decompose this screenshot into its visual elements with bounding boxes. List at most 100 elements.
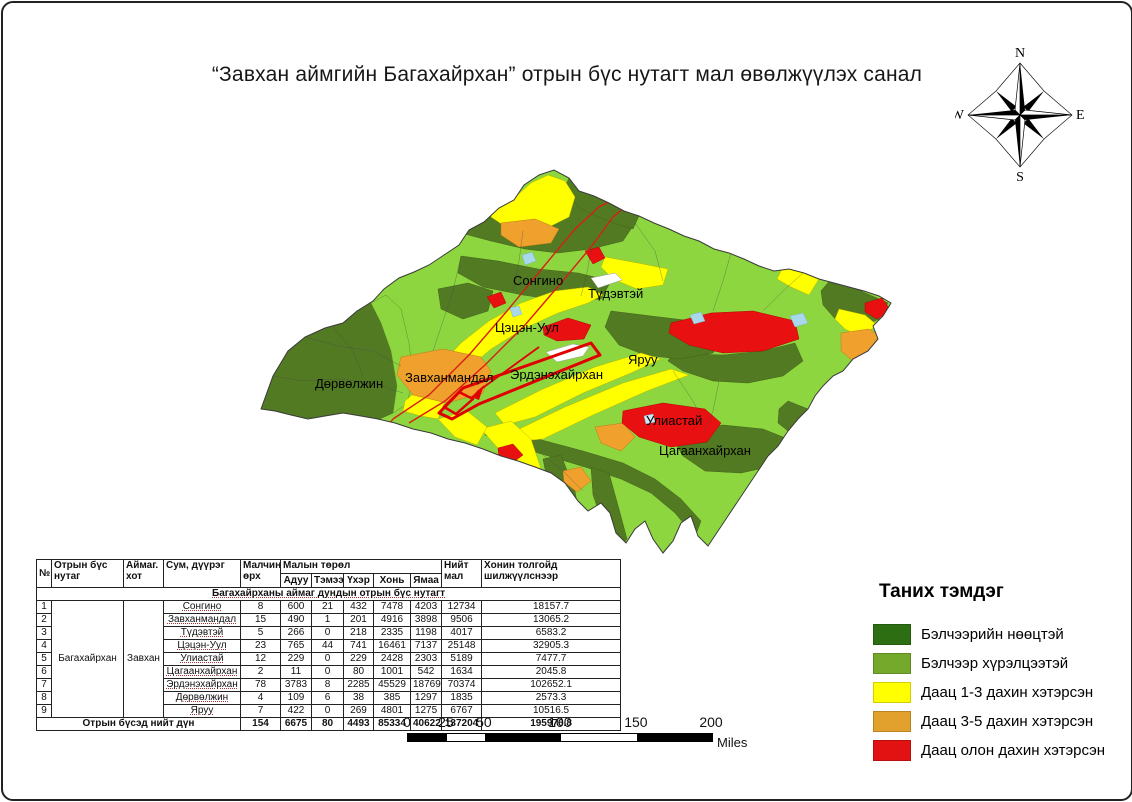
cell-total: 70374	[441, 678, 483, 692]
sum-name-cell: Дөрвөлжин	[163, 691, 241, 705]
aimag-boundary	[260, 169, 892, 554]
map-label: Цагаанхайрхан	[659, 443, 751, 458]
cell-horse: 11	[280, 665, 312, 679]
cell-camel: 0	[311, 626, 344, 640]
cell-cattle: 218	[343, 626, 374, 640]
legend-color-chip	[873, 681, 911, 703]
legend-item-label: Бэлчээрийн нөөцтэй	[921, 625, 1064, 643]
cell-camel: 0	[311, 704, 344, 718]
scale-bar: 0 25 50 100 150 200 Miles	[403, 714, 767, 754]
cell-no: 4	[36, 639, 52, 653]
scale-bar-segment	[484, 734, 561, 741]
scale-tick-label: 25	[438, 714, 454, 730]
map-label: Цэцэн-Уул	[495, 320, 559, 335]
cell-sheep: 4916	[373, 613, 411, 627]
table-row: 3 Түдэвтэй 5 266 0 218 2335 1198 4017 6583.2	[36, 626, 622, 640]
compass-rose-icon: N E S W	[951, 46, 1085, 185]
cell-goat: 3898	[409, 613, 443, 627]
map-label: Завханмандал	[405, 370, 494, 385]
table-section-title: Багахайрханы аймаг дундын отрын бүс нута…	[35, 587, 622, 601]
scale-bar-ticks: 0 25 50 100 150 200	[403, 714, 723, 733]
scale-bar-strip	[407, 733, 713, 742]
col-sheep-eq: Хонин толгойд шилжүүлснээр	[481, 559, 622, 588]
legend-title: Таних тэмдэг	[879, 581, 1004, 602]
scale-bar-unit: Miles	[717, 735, 748, 750]
legend-item: Даац 3-5 дахин хэтэрсэн	[873, 710, 1125, 732]
col-livestock-group: Малын төрөл	[279, 559, 443, 574]
table-row: 1 Багахайрхан Завхан Сонгино 8 600 21 432 7478 42…	[36, 600, 622, 718]
cell-total: 5189	[441, 652, 483, 666]
cell-no: 9	[36, 704, 52, 718]
col-sheep: Хонь	[373, 573, 411, 588]
col-sum: Сум, дүүрэг	[163, 559, 241, 588]
scale-bar-segment	[408, 734, 447, 741]
legend-items: Бэлчээрийн нөөцтэй Бэлчээр хүрэлцээтэй Даа…	[873, 623, 1125, 761]
table-row: 7 Эрдэнэхайрхан 78 3783 8 2285 45529 18769 70374…	[36, 678, 622, 692]
cell-cattle: 269	[343, 704, 374, 718]
cell-no: 8	[36, 691, 52, 705]
table-row: 4 Цэцэн-Уул 23 765 44 741 16461 7137 25148 32905.…	[36, 639, 622, 653]
total-goat: 40622	[409, 717, 443, 731]
cell-total: 1835	[441, 691, 483, 705]
cell-goat: 7137	[409, 639, 443, 653]
cell-sheep_eq: 18157.7	[481, 600, 622, 614]
cell-herders: 23	[240, 639, 281, 653]
cell-herders: 4	[240, 691, 281, 705]
cell-cattle: 38	[343, 691, 374, 705]
cell-camel: 8	[311, 678, 344, 692]
map-label: Сонгино	[513, 273, 564, 288]
cell-no: 7	[36, 678, 52, 692]
cell-sheep: 385	[373, 691, 411, 705]
cell-total: 12734	[441, 600, 483, 614]
compass-south-label: S	[1016, 170, 1024, 185]
compass-north-label: N	[1015, 46, 1025, 61]
legend-item: Даац 1-3 дахин хэтэрсэн	[873, 681, 1125, 703]
sum-name-cell: Түдэвтэй	[163, 626, 241, 640]
cell-goat: 2303	[409, 652, 443, 666]
region-cell: Багахайрхан	[51, 600, 124, 718]
col-goat: Ямаа	[409, 573, 443, 588]
cell-sheep: 7478	[373, 600, 411, 614]
legend-color-chip	[873, 623, 911, 645]
cell-herders: 78	[240, 678, 281, 692]
cell-sheep: 2335	[373, 626, 411, 640]
cell-total: 25148	[441, 639, 483, 653]
cell-sheep_eq: 2045.8	[481, 665, 622, 679]
cell-horse: 422	[280, 704, 312, 718]
cell-no: 5	[36, 652, 52, 666]
sum-name-cell: Улиастай	[163, 652, 241, 666]
col-horse: Адуу	[280, 573, 312, 588]
legend-color-chip	[873, 739, 911, 761]
cell-camel: 44	[311, 639, 344, 653]
col-total: Нийт мал	[441, 559, 483, 588]
scale-bar-segment	[636, 734, 712, 741]
table-body: 1 Багахайрхан Завхан Сонгино 8 600 21 432 7478 42…	[36, 600, 622, 718]
cell-herders: 2	[240, 665, 281, 679]
legend-item: Даац олон дахин хэтэрсэн	[873, 739, 1125, 761]
col-camel: Тэмээ	[311, 573, 344, 588]
cell-sheep: 2428	[373, 652, 411, 666]
cell-sheep: 45529	[373, 678, 411, 692]
legend-item: Бэлчээр хүрэлцээтэй	[873, 652, 1125, 674]
map-canvas	[260, 169, 892, 554]
total-herders: 154	[240, 717, 281, 731]
cell-camel: 0	[311, 652, 344, 666]
sum-name-cell: Цэцэн-Уул	[163, 639, 241, 653]
cell-camel: 21	[311, 600, 344, 614]
cell-sheep_eq: 6583.2	[481, 626, 622, 640]
sum-name-cell: Яруу	[163, 704, 241, 718]
legend-item-label: Бэлчээр хүрэлцээтэй	[921, 654, 1069, 672]
map-label: Эрдэнэхайрхан	[510, 367, 603, 382]
cell-camel: 0	[311, 665, 344, 679]
cell-sheep_eq: 13065.2	[481, 613, 622, 627]
soum-borders	[272, 222, 804, 492]
sum-name-cell: Завханмандал	[163, 613, 241, 627]
scale-bar-segment	[560, 734, 637, 741]
scale-tick-label: 150	[624, 714, 648, 730]
scale-tick-label: 100	[548, 714, 572, 730]
table-total-row: Отрын бүсэд нийт дүн 154 6675 80 4493 85…	[36, 717, 622, 731]
col-region: Отрын бүс нутаг	[51, 559, 124, 588]
compass-east-label: E	[1076, 108, 1085, 123]
total-sheep-eq: 195976.8	[481, 717, 622, 731]
